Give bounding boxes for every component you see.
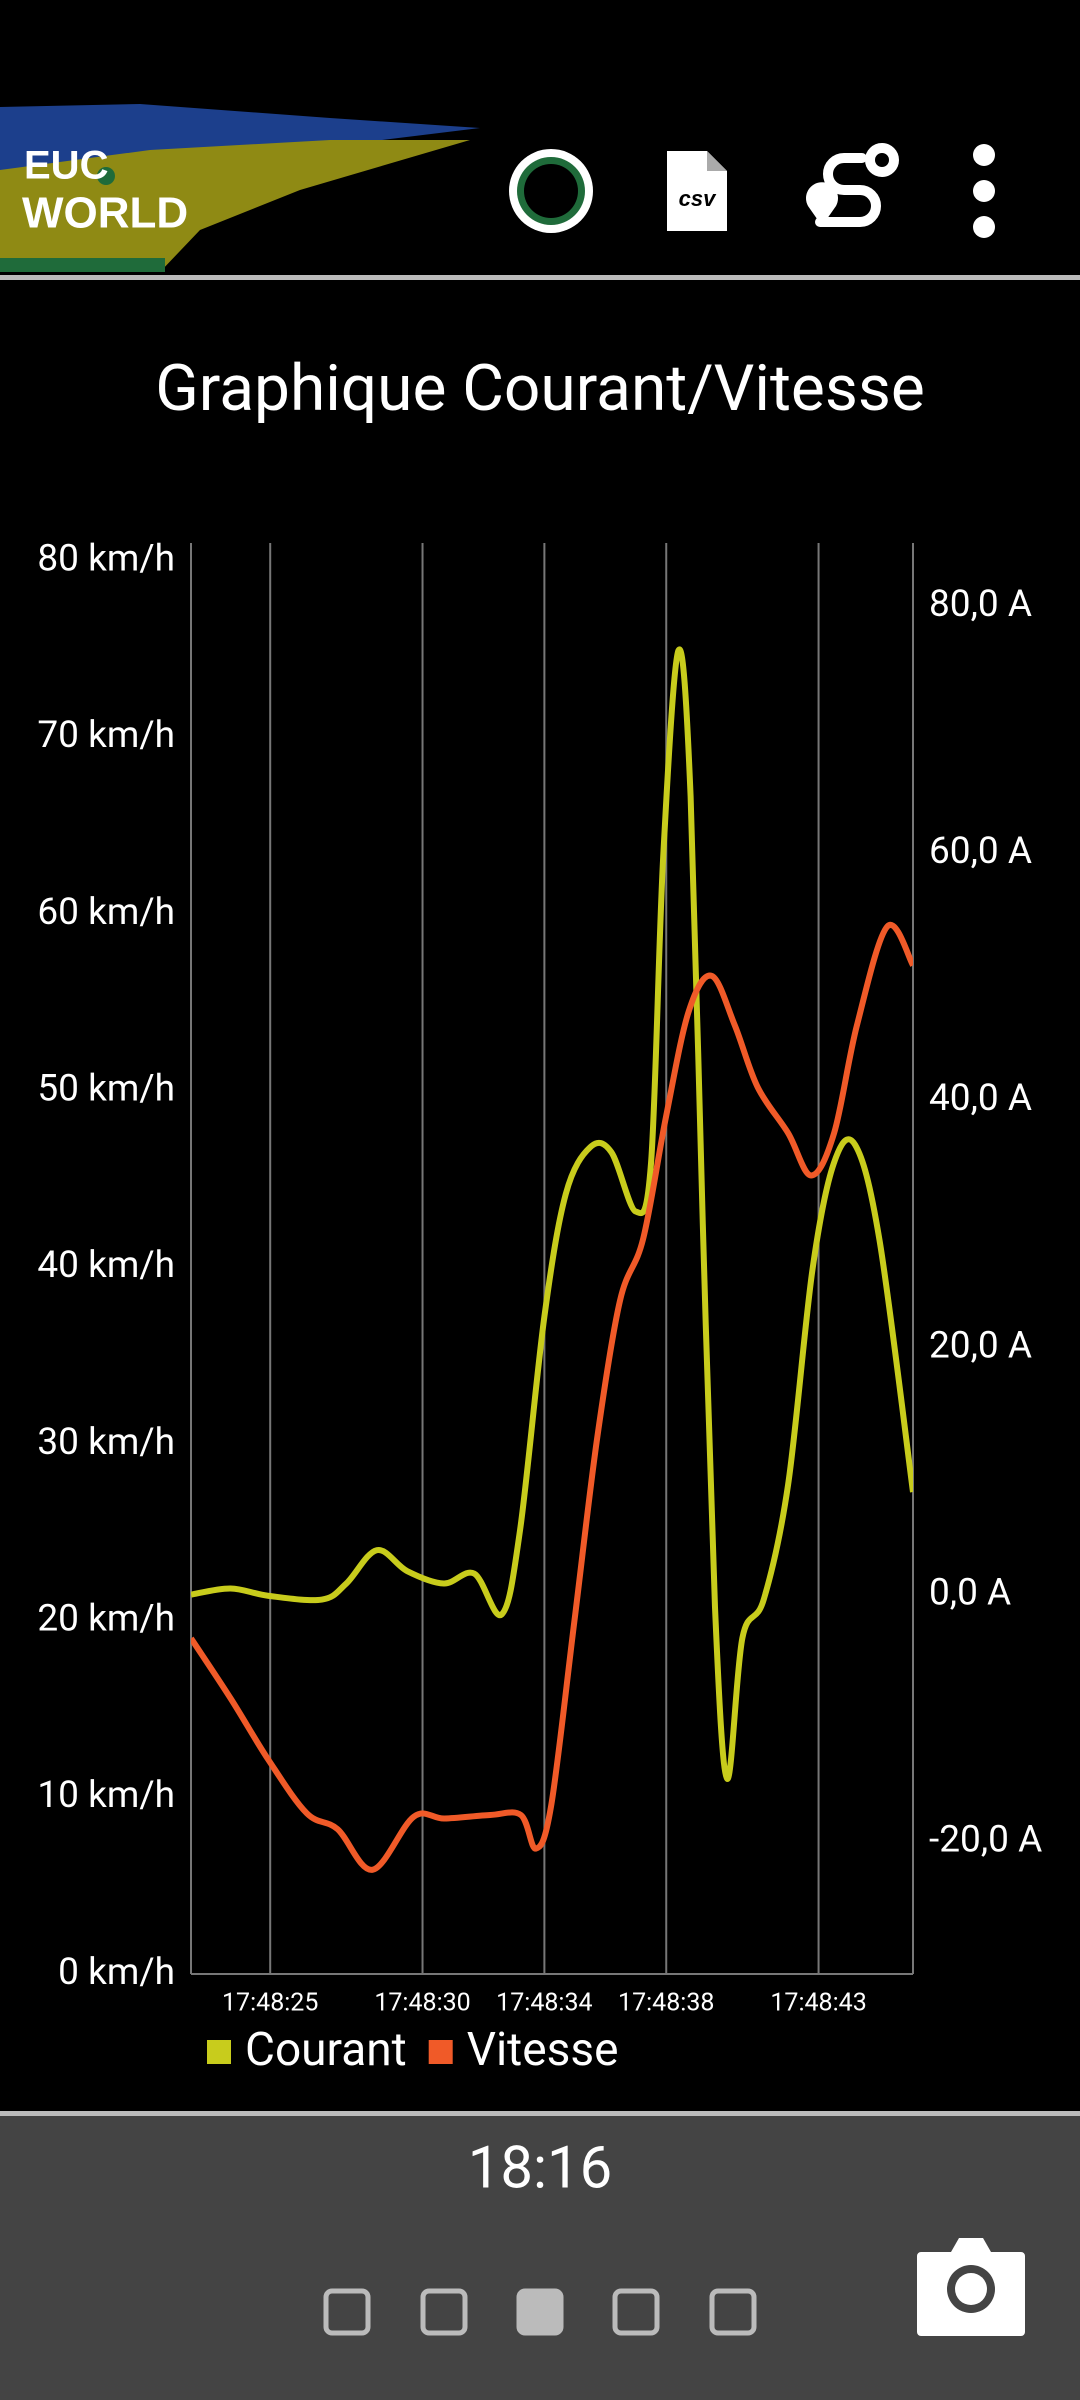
- menu-dot: [973, 216, 995, 238]
- csv-button[interactable]: csv: [667, 151, 727, 231]
- y2-tick-label: 0,0 A: [929, 1571, 1011, 1614]
- series-line: [191, 646, 913, 1782]
- page-dot-active[interactable]: [516, 2288, 564, 2336]
- record-button[interactable]: [509, 149, 593, 233]
- route-end: [865, 143, 899, 177]
- y-tick-label: 20 km/h: [37, 1597, 175, 1640]
- x-tick-label: 17:48:34: [496, 1989, 592, 2018]
- y2-tick-label: 80,0 A: [929, 583, 1032, 626]
- page-dot[interactable]: [323, 2288, 371, 2336]
- footer-panel: [0, 2116, 1080, 2400]
- page-indicator: [323, 2288, 757, 2336]
- screenshot-button[interactable]: [917, 2238, 1025, 2336]
- y-tick-label: 10 km/h: [37, 1774, 175, 1817]
- clock: 18:16: [468, 2134, 612, 2202]
- page-dot[interactable]: [709, 2288, 757, 2336]
- logo-brush-yellow: [0, 140, 470, 272]
- menu-dot: [973, 144, 995, 166]
- y-tick-label: 40 km/h: [37, 1244, 175, 1287]
- logo-text: WORLD: [22, 189, 188, 238]
- route-button[interactable]: [806, 143, 899, 227]
- y-tick-label: 70 km/h: [37, 714, 175, 757]
- y-tick-label: 80 km/h: [37, 537, 175, 580]
- y-tick-label: 60 km/h: [37, 891, 175, 934]
- legend-label: Vitesse: [467, 2023, 619, 2077]
- logo-text: EUC: [24, 144, 108, 188]
- logo-brush-green: [0, 258, 165, 272]
- y2-tick-label: 40,0 A: [929, 1077, 1032, 1120]
- series-line: [191, 921, 913, 1873]
- y-tick-label: 0 km/h: [58, 1951, 175, 1994]
- y2-tick-label: 20,0 A: [929, 1324, 1032, 1367]
- x-tick-label: 17:48:30: [374, 1989, 470, 2018]
- legend-swatch: [428, 2040, 453, 2064]
- y2-tick-label: 60,0 A: [929, 830, 1032, 873]
- y2-tick-label: -20,0 A: [929, 1819, 1042, 1862]
- menu-dot: [973, 180, 995, 202]
- y-tick-label: 30 km/h: [37, 1421, 175, 1464]
- x-tick-label: 17:48:43: [770, 1989, 866, 2018]
- app-logo[interactable]: EUC WORLD: [0, 104, 480, 272]
- page-dot[interactable]: [612, 2288, 660, 2336]
- camera-lens-inner: [955, 2273, 987, 2305]
- route-pin: [806, 182, 838, 226]
- record-inner: [524, 164, 578, 218]
- chart-title: Graphique Courant/Vitesse: [155, 351, 925, 426]
- csv-fold: [707, 151, 727, 171]
- logo-dot: [97, 167, 115, 185]
- y-tick-label: 50 km/h: [37, 1067, 175, 1110]
- csv-label: csv: [679, 186, 717, 211]
- footer-separator: [0, 2111, 1080, 2116]
- menu-button[interactable]: [973, 144, 995, 238]
- route-path: [815, 153, 881, 227]
- plot: 17:48:25 17:48:30 17:48:34 17:48:38 17:48:43…: [37, 537, 1042, 2077]
- x-tick-label: 17:48:38: [618, 1989, 714, 2018]
- legend-label: Courant: [245, 2023, 407, 2077]
- legend-swatch: [207, 2040, 231, 2064]
- header-separator: [0, 275, 1080, 280]
- page-dot[interactable]: [420, 2288, 468, 2336]
- x-tick-label: 17:48:25: [222, 1989, 318, 2018]
